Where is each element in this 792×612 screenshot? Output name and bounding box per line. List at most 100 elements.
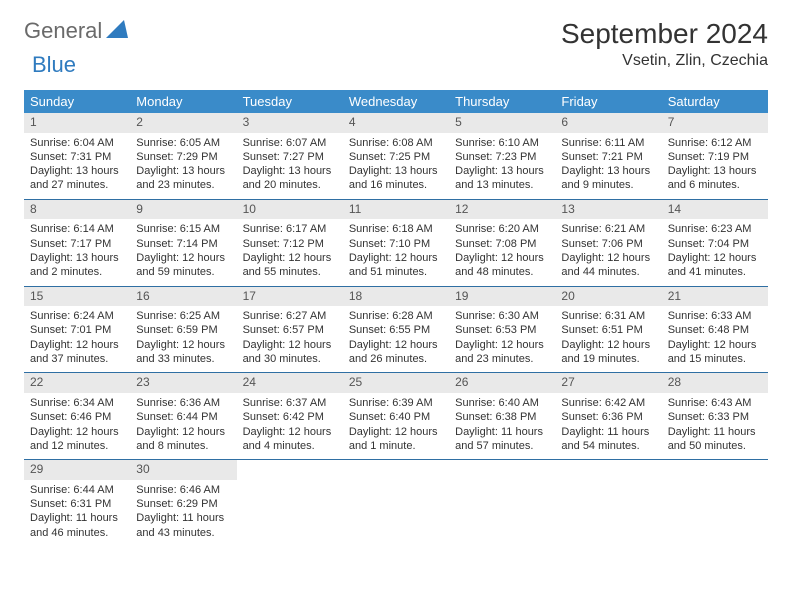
sunrise-text: Sunrise: 6:04 AM (30, 136, 124, 150)
calendar-day-cell: 25Sunrise: 6:39 AMSunset: 6:40 PMDayligh… (343, 373, 449, 460)
daylight-text: Daylight: 11 hours and 50 minutes. (668, 425, 762, 454)
sunrise-text: Sunrise: 6:43 AM (668, 396, 762, 410)
day-content: Sunrise: 6:18 AMSunset: 7:10 PMDaylight:… (343, 219, 449, 285)
calendar-day-cell: 24Sunrise: 6:37 AMSunset: 6:42 PMDayligh… (237, 373, 343, 460)
sunrise-text: Sunrise: 6:14 AM (30, 222, 124, 236)
daylight-text: Daylight: 13 hours and 6 minutes. (668, 164, 762, 193)
calendar-day-cell: 28Sunrise: 6:43 AMSunset: 6:33 PMDayligh… (662, 373, 768, 460)
title-block: September 2024 Vsetin, Zlin, Czechia (561, 18, 768, 70)
day-number: 17 (237, 287, 343, 307)
day-content: Sunrise: 6:23 AMSunset: 7:04 PMDaylight:… (662, 219, 768, 285)
calendar-week-row: 22Sunrise: 6:34 AMSunset: 6:46 PMDayligh… (24, 373, 768, 460)
weekday-header: Wednesday (343, 90, 449, 113)
calendar-day-cell (662, 460, 768, 546)
calendar-day-cell: 10Sunrise: 6:17 AMSunset: 7:12 PMDayligh… (237, 199, 343, 286)
sunset-text: Sunset: 7:06 PM (561, 237, 655, 251)
daylight-text: Daylight: 11 hours and 57 minutes. (455, 425, 549, 454)
sunset-text: Sunset: 6:53 PM (455, 323, 549, 337)
weekday-header: Monday (130, 90, 236, 113)
daylight-text: Daylight: 12 hours and 8 minutes. (136, 425, 230, 454)
calendar-day-cell (449, 460, 555, 546)
sunrise-text: Sunrise: 6:08 AM (349, 136, 443, 150)
daylight-text: Daylight: 12 hours and 26 minutes. (349, 338, 443, 367)
day-number: 11 (343, 200, 449, 220)
calendar-day-cell (555, 460, 661, 546)
day-number: 19 (449, 287, 555, 307)
sunset-text: Sunset: 7:19 PM (668, 150, 762, 164)
day-content: Sunrise: 6:11 AMSunset: 7:21 PMDaylight:… (555, 133, 661, 199)
sunset-text: Sunset: 6:31 PM (30, 497, 124, 511)
daylight-text: Daylight: 12 hours and 44 minutes. (561, 251, 655, 280)
day-number: 29 (24, 460, 130, 480)
calendar-day-cell: 22Sunrise: 6:34 AMSunset: 6:46 PMDayligh… (24, 373, 130, 460)
calendar-day-cell: 3Sunrise: 6:07 AMSunset: 7:27 PMDaylight… (237, 113, 343, 199)
logo-text-general: General (24, 18, 102, 44)
daylight-text: Daylight: 11 hours and 46 minutes. (30, 511, 124, 540)
calendar-day-cell: 14Sunrise: 6:23 AMSunset: 7:04 PMDayligh… (662, 199, 768, 286)
day-content: Sunrise: 6:07 AMSunset: 7:27 PMDaylight:… (237, 133, 343, 199)
daylight-text: Daylight: 13 hours and 16 minutes. (349, 164, 443, 193)
daylight-text: Daylight: 13 hours and 9 minutes. (561, 164, 655, 193)
daylight-text: Daylight: 12 hours and 41 minutes. (668, 251, 762, 280)
sunset-text: Sunset: 6:44 PM (136, 410, 230, 424)
calendar-day-cell: 1Sunrise: 6:04 AMSunset: 7:31 PMDaylight… (24, 113, 130, 199)
sunset-text: Sunset: 6:51 PM (561, 323, 655, 337)
day-number: 5 (449, 113, 555, 133)
day-number: 1 (24, 113, 130, 133)
day-content: Sunrise: 6:05 AMSunset: 7:29 PMDaylight:… (130, 133, 236, 199)
calendar-day-cell: 30Sunrise: 6:46 AMSunset: 6:29 PMDayligh… (130, 460, 236, 546)
sunrise-text: Sunrise: 6:18 AM (349, 222, 443, 236)
calendar-day-cell (237, 460, 343, 546)
day-content: Sunrise: 6:34 AMSunset: 6:46 PMDaylight:… (24, 393, 130, 459)
daylight-text: Daylight: 12 hours and 51 minutes. (349, 251, 443, 280)
daylight-text: Daylight: 12 hours and 48 minutes. (455, 251, 549, 280)
daylight-text: Daylight: 12 hours and 59 minutes. (136, 251, 230, 280)
sunset-text: Sunset: 7:10 PM (349, 237, 443, 251)
daylight-text: Daylight: 12 hours and 4 minutes. (243, 425, 337, 454)
logo: General (24, 18, 128, 44)
day-content: Sunrise: 6:17 AMSunset: 7:12 PMDaylight:… (237, 219, 343, 285)
daylight-text: Daylight: 11 hours and 43 minutes. (136, 511, 230, 540)
sunrise-text: Sunrise: 6:25 AM (136, 309, 230, 323)
day-number: 23 (130, 373, 236, 393)
day-number: 27 (555, 373, 661, 393)
weekday-header: Thursday (449, 90, 555, 113)
sunrise-text: Sunrise: 6:12 AM (668, 136, 762, 150)
day-content: Sunrise: 6:44 AMSunset: 6:31 PMDaylight:… (24, 480, 130, 546)
sunrise-text: Sunrise: 6:27 AM (243, 309, 337, 323)
day-content: Sunrise: 6:33 AMSunset: 6:48 PMDaylight:… (662, 306, 768, 372)
sunrise-text: Sunrise: 6:36 AM (136, 396, 230, 410)
calendar-day-cell: 7Sunrise: 6:12 AMSunset: 7:19 PMDaylight… (662, 113, 768, 199)
day-content: Sunrise: 6:24 AMSunset: 7:01 PMDaylight:… (24, 306, 130, 372)
sunrise-text: Sunrise: 6:44 AM (30, 483, 124, 497)
calendar-table: Sunday Monday Tuesday Wednesday Thursday… (24, 90, 768, 546)
sunset-text: Sunset: 6:55 PM (349, 323, 443, 337)
calendar-day-cell: 23Sunrise: 6:36 AMSunset: 6:44 PMDayligh… (130, 373, 236, 460)
daylight-text: Daylight: 12 hours and 15 minutes. (668, 338, 762, 367)
calendar-day-cell: 26Sunrise: 6:40 AMSunset: 6:38 PMDayligh… (449, 373, 555, 460)
day-content: Sunrise: 6:14 AMSunset: 7:17 PMDaylight:… (24, 219, 130, 285)
calendar-day-cell: 16Sunrise: 6:25 AMSunset: 6:59 PMDayligh… (130, 286, 236, 373)
weekday-header: Sunday (24, 90, 130, 113)
daylight-text: Daylight: 13 hours and 23 minutes. (136, 164, 230, 193)
daylight-text: Daylight: 12 hours and 23 minutes. (455, 338, 549, 367)
sunrise-text: Sunrise: 6:11 AM (561, 136, 655, 150)
sunset-text: Sunset: 6:38 PM (455, 410, 549, 424)
day-content: Sunrise: 6:36 AMSunset: 6:44 PMDaylight:… (130, 393, 236, 459)
day-content: Sunrise: 6:37 AMSunset: 6:42 PMDaylight:… (237, 393, 343, 459)
day-content: Sunrise: 6:31 AMSunset: 6:51 PMDaylight:… (555, 306, 661, 372)
calendar-day-cell: 15Sunrise: 6:24 AMSunset: 7:01 PMDayligh… (24, 286, 130, 373)
day-content: Sunrise: 6:25 AMSunset: 6:59 PMDaylight:… (130, 306, 236, 372)
logo-text-blue: Blue (32, 52, 76, 77)
calendar-week-row: 15Sunrise: 6:24 AMSunset: 7:01 PMDayligh… (24, 286, 768, 373)
sunrise-text: Sunrise: 6:21 AM (561, 222, 655, 236)
day-number: 21 (662, 287, 768, 307)
daylight-text: Daylight: 12 hours and 37 minutes. (30, 338, 124, 367)
sunrise-text: Sunrise: 6:28 AM (349, 309, 443, 323)
daylight-text: Daylight: 12 hours and 30 minutes. (243, 338, 337, 367)
sunset-text: Sunset: 6:59 PM (136, 323, 230, 337)
day-number: 26 (449, 373, 555, 393)
calendar-day-cell: 4Sunrise: 6:08 AMSunset: 7:25 PMDaylight… (343, 113, 449, 199)
day-content: Sunrise: 6:28 AMSunset: 6:55 PMDaylight:… (343, 306, 449, 372)
sunset-text: Sunset: 7:23 PM (455, 150, 549, 164)
